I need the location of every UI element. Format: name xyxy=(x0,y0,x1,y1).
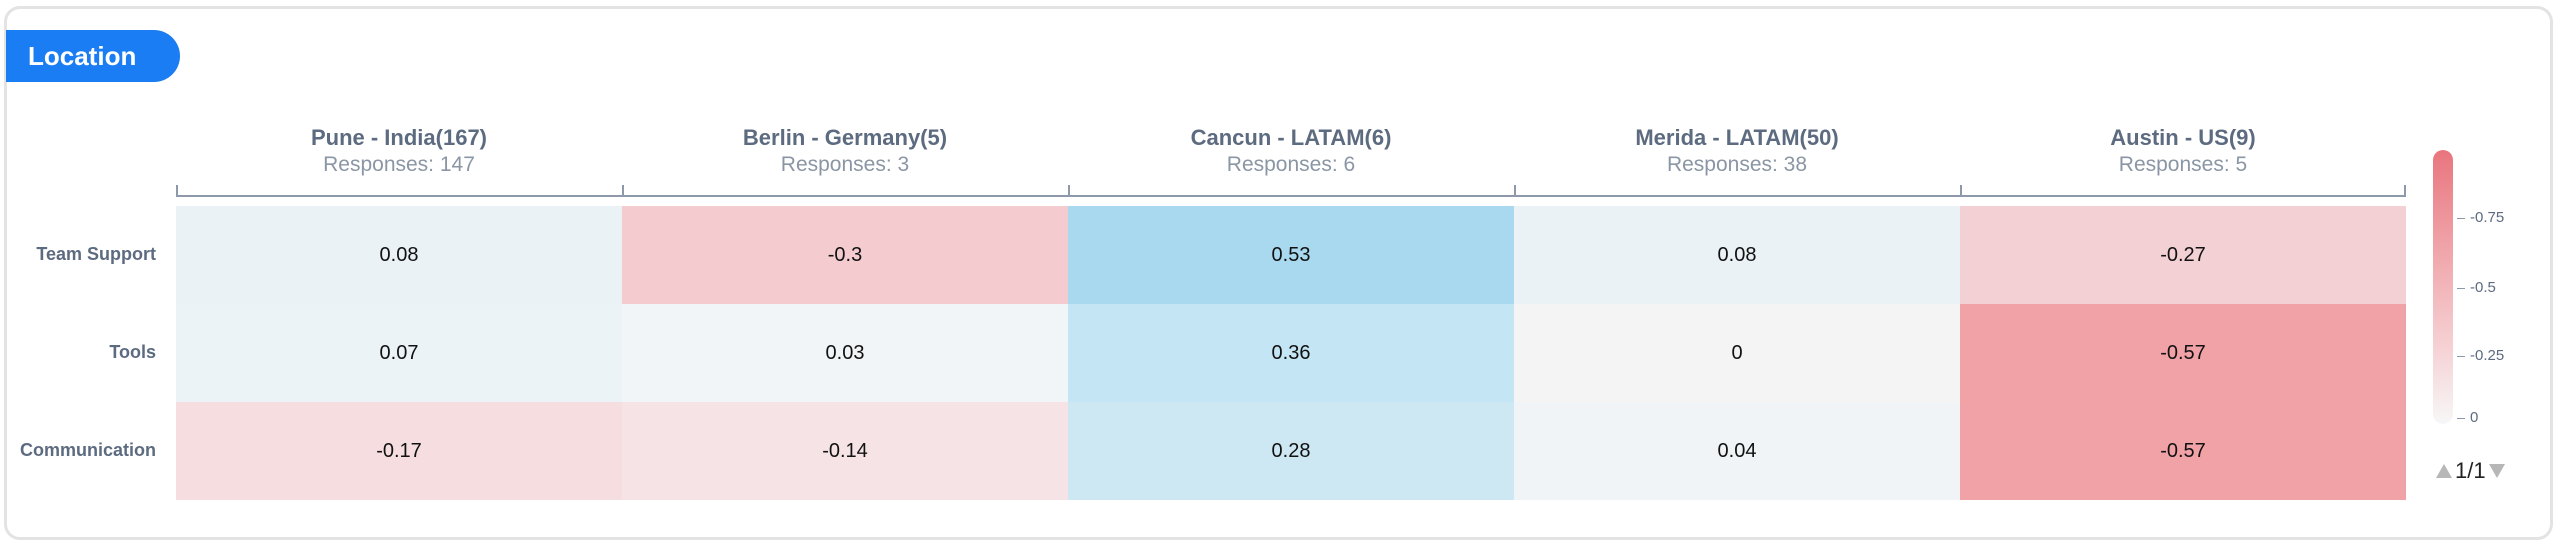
column-title: Pune - India(167) xyxy=(310,125,488,150)
heatmap-cell[interactable]: 0.53 xyxy=(1068,206,1514,304)
heatmap-cell[interactable]: 0.36 xyxy=(1068,304,1514,402)
axis-tick xyxy=(2404,185,2406,197)
axis-tick xyxy=(1960,185,1962,197)
heatmap-cell[interactable]: 0.07 xyxy=(176,304,622,402)
column-title: Cancun - LATAM(6) xyxy=(1190,125,1392,150)
heatmap-cell[interactable]: 0.03 xyxy=(622,304,1068,402)
column-responses: Responses: 6 xyxy=(1226,153,1356,176)
column-header: Pune - India(167) Responses: 147 xyxy=(176,124,622,178)
heatmap-cell[interactable]: -0.57 xyxy=(1960,402,2406,500)
column-responses: Responses: 147 xyxy=(323,153,475,176)
legend-label: -0.25 xyxy=(2470,347,2505,364)
heatmap-cell[interactable]: -0.3 xyxy=(622,206,1068,304)
column-header: Cancun - LATAM(6) Responses: 6 xyxy=(1068,124,1514,178)
row-label: Communication xyxy=(19,440,156,460)
axis-tick xyxy=(176,185,178,197)
heatmap-cell[interactable]: 0.28 xyxy=(1068,402,1514,500)
legend-tick xyxy=(2457,418,2465,419)
column-header: Berlin - Germany(5) Responses: 3 xyxy=(622,124,1068,178)
heatmap-cell[interactable]: -0.14 xyxy=(622,402,1068,500)
heatmap-cell[interactable]: 0.08 xyxy=(176,206,622,304)
column-title: Merida - LATAM(50) xyxy=(1635,125,1839,150)
row-label: Tools xyxy=(109,342,156,362)
legend-label: 0 xyxy=(2470,409,2479,426)
legend-tick xyxy=(2457,356,2465,357)
column-header: Merida - LATAM(50) Responses: 38 xyxy=(1514,124,1960,178)
row-label: Team Support xyxy=(36,244,156,264)
axis-tick xyxy=(622,185,624,197)
legend-label: -0.5 xyxy=(2470,279,2496,296)
heatmap-cell[interactable]: 0 xyxy=(1514,304,1960,402)
heatmap-cell[interactable]: -0.17 xyxy=(176,402,622,500)
section-tag: Location xyxy=(6,30,180,82)
page-down-icon[interactable] xyxy=(2488,464,2505,478)
column-responses: Responses: 5 xyxy=(2118,153,2248,176)
heatmap-cell[interactable]: -0.57 xyxy=(1960,304,2406,402)
page-indicator: 1/1 xyxy=(2455,458,2486,483)
legend-label: -0.75 xyxy=(2470,209,2505,226)
axis-tick xyxy=(1068,185,1070,197)
column-responses: Responses: 38 xyxy=(1666,153,1808,176)
column-title: Berlin - Germany(5) xyxy=(742,125,948,150)
legend-tick xyxy=(2457,218,2465,219)
heatmap-cell[interactable]: 0.08 xyxy=(1514,206,1960,304)
pager: 1/1 xyxy=(2436,458,2505,484)
column-responses: Responses: 3 xyxy=(780,153,910,176)
page-up-icon[interactable] xyxy=(2436,464,2452,478)
column-axis-line xyxy=(176,195,2406,197)
column-title: Austin - US(9) xyxy=(2110,125,2256,150)
color-scale-legend xyxy=(2433,150,2453,424)
heatmap-cell[interactable]: -0.27 xyxy=(1960,206,2406,304)
axis-tick xyxy=(1514,185,1516,197)
legend-tick xyxy=(2457,288,2465,289)
heatmap-cell[interactable]: 0.04 xyxy=(1514,402,1960,500)
column-header: Austin - US(9) Responses: 5 xyxy=(1960,124,2406,178)
